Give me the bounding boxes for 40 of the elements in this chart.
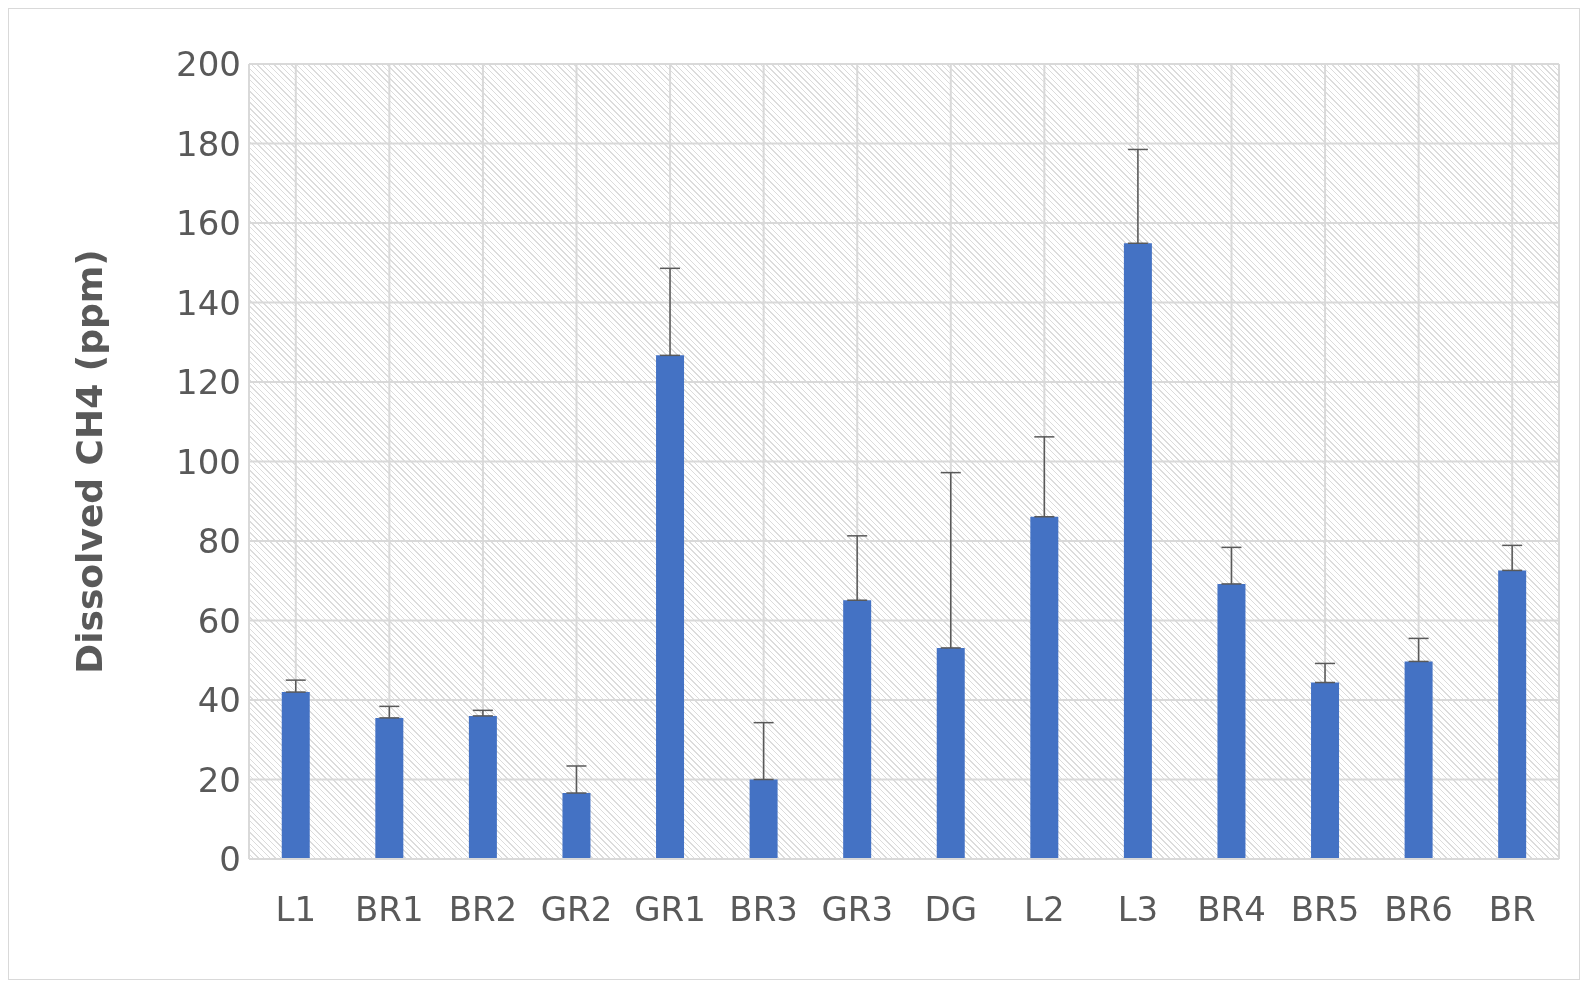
bar bbox=[1498, 570, 1527, 859]
x-tick-label: BR bbox=[1488, 889, 1536, 930]
y-axis-title: Dissolved CH4 (ppm) bbox=[68, 249, 110, 674]
x-tick-label: BR1 bbox=[355, 889, 424, 930]
y-tick-label: 120 bbox=[176, 362, 241, 403]
bar bbox=[375, 717, 404, 859]
y-tick-label: 140 bbox=[176, 282, 241, 323]
x-tick-label: GR1 bbox=[634, 889, 706, 930]
x-tick-label: DG bbox=[924, 889, 978, 930]
x-tick-label: BR2 bbox=[448, 889, 518, 930]
bar bbox=[468, 715, 497, 859]
y-tick-label: 100 bbox=[176, 441, 241, 482]
bar bbox=[749, 779, 778, 859]
bar bbox=[1123, 243, 1152, 859]
bar bbox=[281, 692, 310, 859]
bar bbox=[1217, 583, 1246, 859]
bar bbox=[843, 600, 872, 859]
x-tick-label: BR3 bbox=[729, 889, 798, 930]
bar bbox=[1404, 661, 1433, 859]
x-tick-label: L1 bbox=[275, 889, 317, 930]
bar bbox=[1311, 682, 1340, 859]
x-tick-label: GR2 bbox=[540, 889, 613, 930]
bar bbox=[1030, 516, 1059, 859]
y-tick-label: 200 bbox=[176, 44, 241, 85]
y-tick-label: 180 bbox=[176, 123, 241, 164]
bar bbox=[656, 355, 685, 859]
bar bbox=[562, 793, 591, 859]
y-tick-label: 160 bbox=[176, 203, 241, 244]
x-tick-label: L3 bbox=[1117, 889, 1159, 930]
y-tick-label: 0 bbox=[219, 839, 241, 880]
x-tick-label: GR3 bbox=[821, 889, 894, 930]
y-tick-label: 60 bbox=[197, 600, 241, 641]
y-tick-label: 40 bbox=[197, 680, 241, 721]
x-tick-label: BR4 bbox=[1197, 889, 1266, 930]
x-tick-label: BR5 bbox=[1290, 889, 1360, 930]
bar bbox=[936, 647, 965, 859]
y-tick-label: 80 bbox=[197, 521, 241, 562]
x-tick-label: L2 bbox=[1024, 889, 1065, 930]
y-tick-label: 20 bbox=[197, 759, 241, 800]
x-tick-label: BR6 bbox=[1384, 889, 1453, 930]
